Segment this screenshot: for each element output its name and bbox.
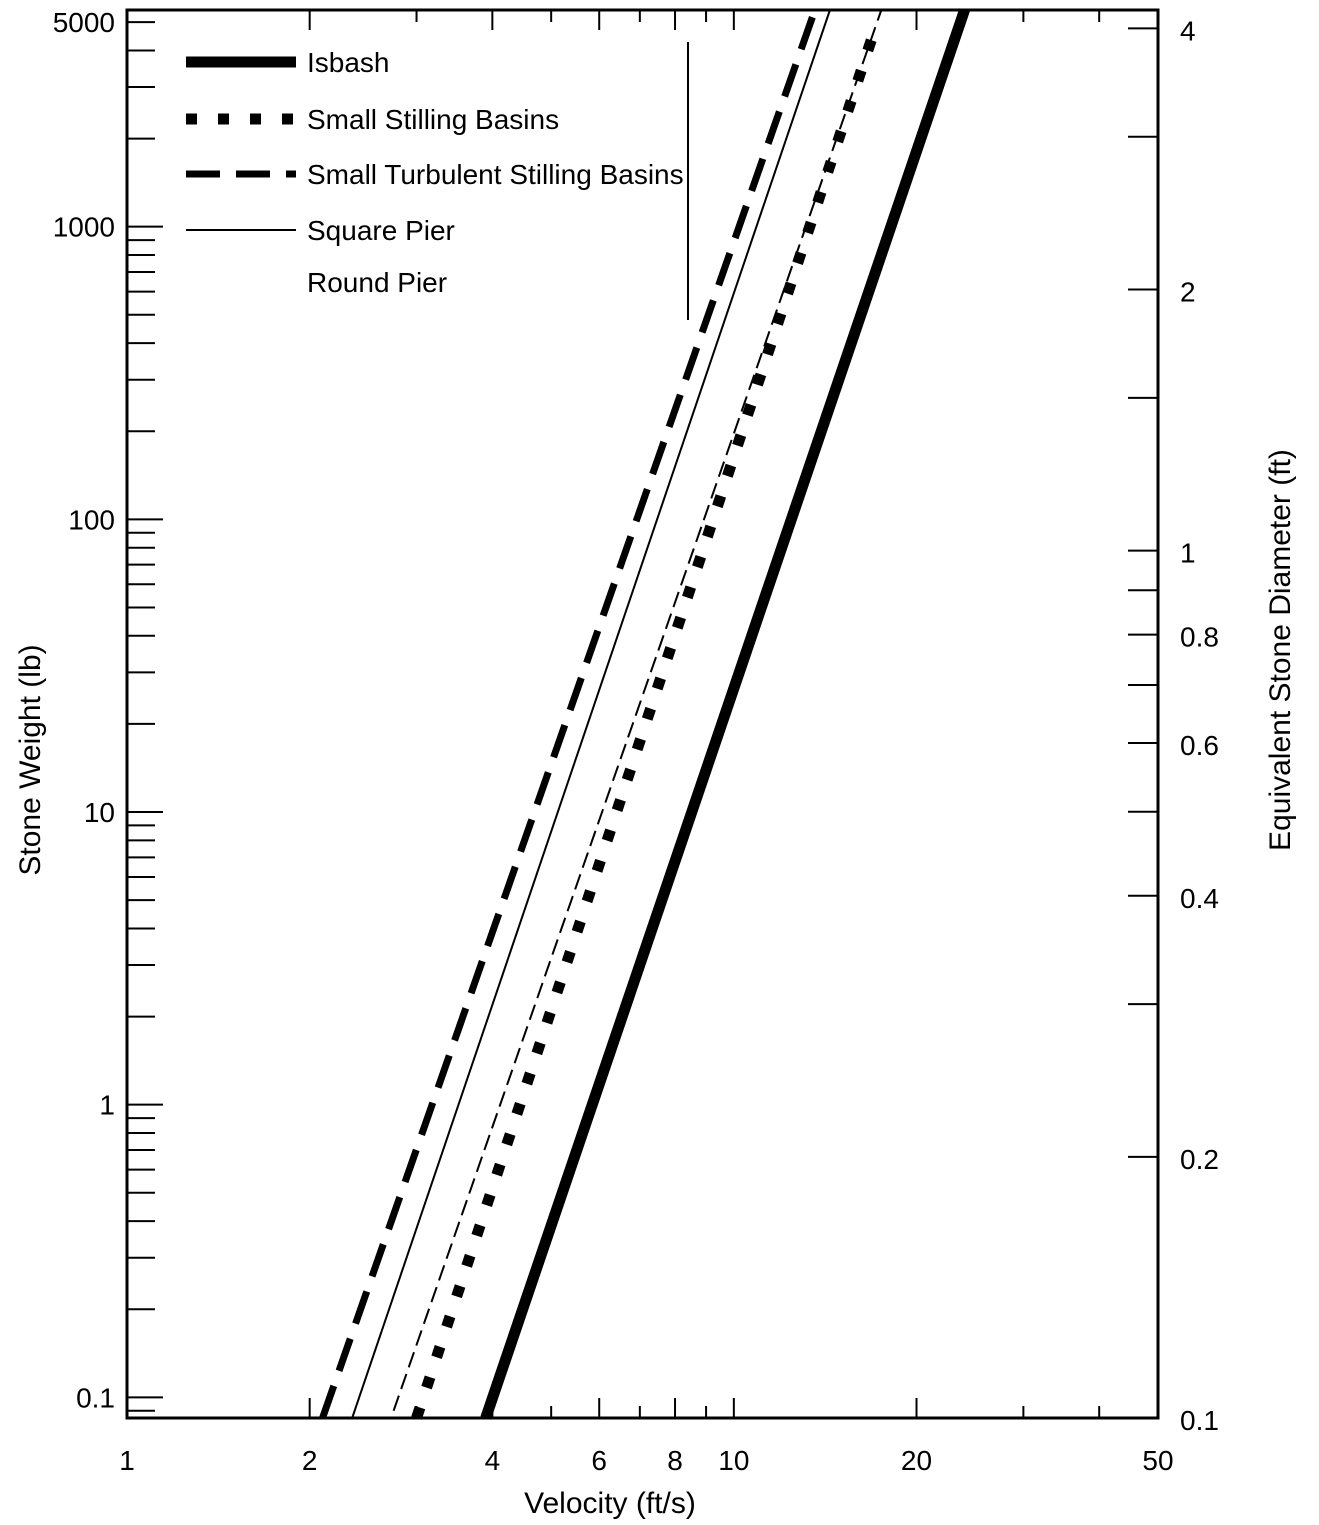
y2-tick-label: 2 xyxy=(1180,276,1196,307)
y2-tick-label: 0.8 xyxy=(1180,622,1219,653)
y2-tick-label: 0.2 xyxy=(1180,1144,1219,1175)
x-tick-label: 50 xyxy=(1142,1445,1173,1476)
x-axis-title: Velocity (ft/s) xyxy=(524,1487,696,1520)
x-tick-label: 6 xyxy=(591,1445,607,1476)
y2-tick-label: 0.1 xyxy=(1180,1405,1219,1436)
x-tick-label: 4 xyxy=(485,1445,501,1476)
series-line-small-stilling-basins xyxy=(411,30,879,1420)
y2-tick-label: 1 xyxy=(1180,538,1196,569)
y2-axis-title: Equivalent Stone Diameter (ft) xyxy=(1264,449,1297,851)
x-tick-label: 20 xyxy=(901,1445,932,1476)
y2-tick-label: 0.6 xyxy=(1180,730,1219,761)
y-tick-label: 0.1 xyxy=(76,1382,115,1413)
y-tick-label: 10 xyxy=(84,797,115,828)
legend-label-square-pier: Square Pier xyxy=(307,215,455,246)
legend-label-round-pier: Round Pier xyxy=(307,267,447,298)
y2-tick-label: 0.4 xyxy=(1180,883,1219,914)
x-tick-label: 8 xyxy=(667,1445,683,1476)
x-tick-label: 10 xyxy=(718,1445,749,1476)
series-line-isbash xyxy=(480,8,970,1420)
series-line-square-pier xyxy=(351,9,831,1419)
y-tick-label: 1 xyxy=(99,1090,115,1121)
y-tick-label: 5000 xyxy=(53,7,115,38)
x-tick-label: 2 xyxy=(302,1445,318,1476)
x-tick-label: 1 xyxy=(119,1445,135,1476)
legend-label-isbash: Isbash xyxy=(307,47,390,78)
y-tick-label: 1000 xyxy=(53,212,115,243)
series-line-round-pier xyxy=(392,9,883,1412)
plot-frame xyxy=(125,8,1160,1420)
y-axis-title: Stone Weight (lb) xyxy=(14,644,47,875)
y2-tick-label: 4 xyxy=(1180,15,1196,46)
legend-label-small-stilling-basins: Small Stilling Basins xyxy=(307,104,559,135)
legend-label-small-turbulent-stilling-basins: Small Turbulent Stilling Basins xyxy=(307,159,684,190)
y-tick-label: 100 xyxy=(68,504,115,535)
